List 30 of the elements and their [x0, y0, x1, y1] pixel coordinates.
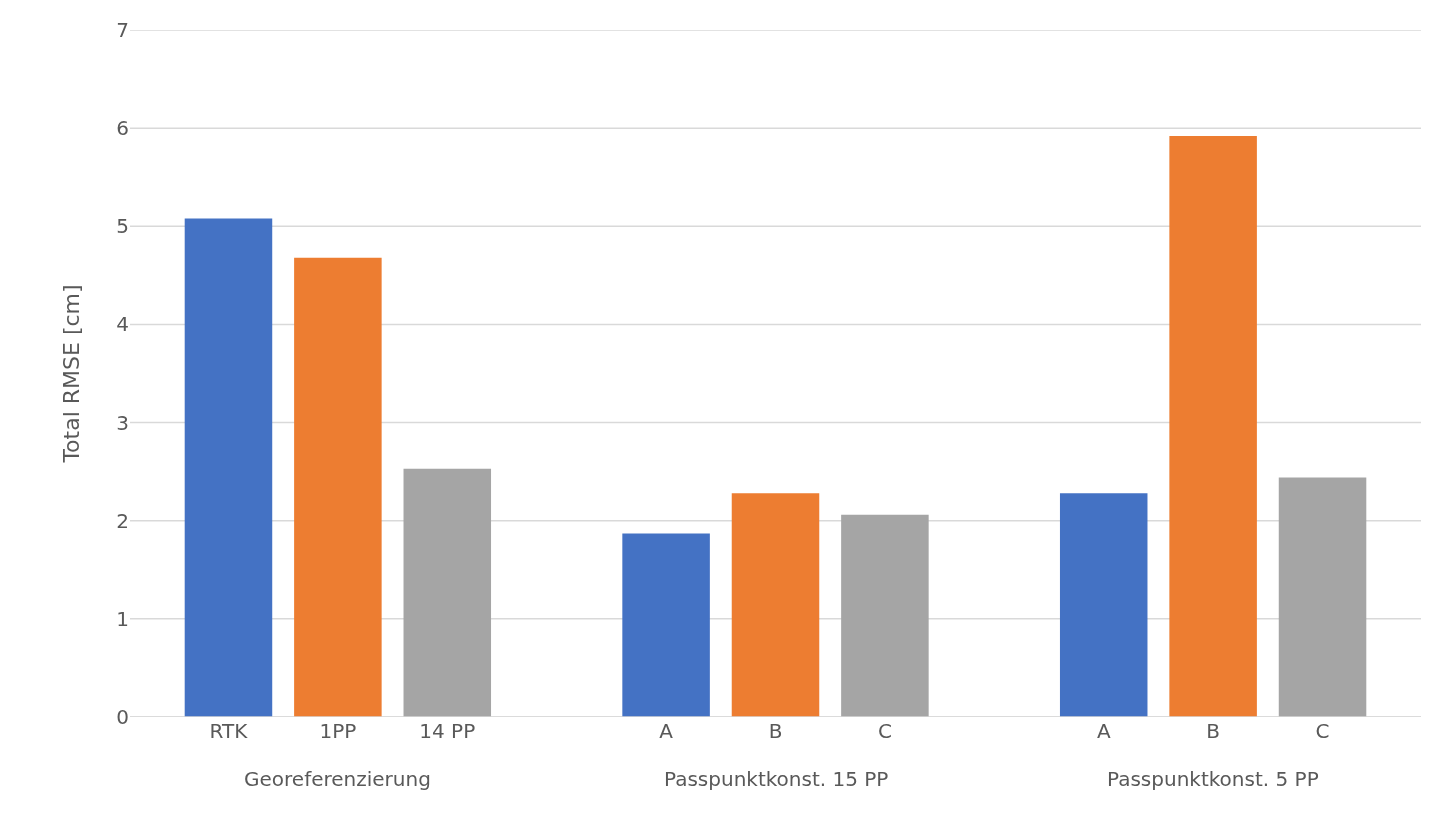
- y-tick-label: 4: [116, 312, 129, 337]
- bar: [1169, 135, 1257, 717]
- y-tick-label: 6: [116, 116, 129, 141]
- y-tick-label: 0: [116, 705, 129, 729]
- x-tick-label: B: [768, 719, 783, 743]
- y-tick-label: 5: [116, 214, 129, 239]
- y-tick-label: 7: [116, 18, 129, 42]
- y-tick-label: 3: [116, 410, 129, 435]
- x-tick-label: C: [877, 719, 892, 743]
- bar: [184, 218, 273, 717]
- text: Passpunktkonst. 5 PP: [1107, 767, 1319, 791]
- bar: [1059, 493, 1148, 717]
- bar: [294, 257, 382, 717]
- text: Georeferenzierung: [244, 767, 431, 791]
- y-axis-title: Total RMSE [cm]: [59, 284, 85, 464]
- bar: [841, 514, 929, 717]
- bar: [622, 533, 710, 717]
- y-tick-label: 2: [116, 508, 129, 533]
- y-tick-label: 1: [116, 606, 129, 631]
- x-tick-label: A: [659, 719, 674, 743]
- bar: [403, 468, 492, 717]
- bar: [731, 493, 820, 717]
- x-tick-label: 1PP: [319, 719, 357, 743]
- text: Passpunktkonst. 15 PP: [664, 767, 889, 791]
- x-tick-label: A: [1096, 719, 1111, 743]
- x-tick-label: B: [1206, 719, 1220, 743]
- x-tick-label: RTK: [209, 719, 249, 743]
- x-tick-label: 14 PP: [419, 719, 476, 743]
- x-tick-label: C: [1315, 719, 1330, 743]
- bar: [1278, 477, 1367, 717]
